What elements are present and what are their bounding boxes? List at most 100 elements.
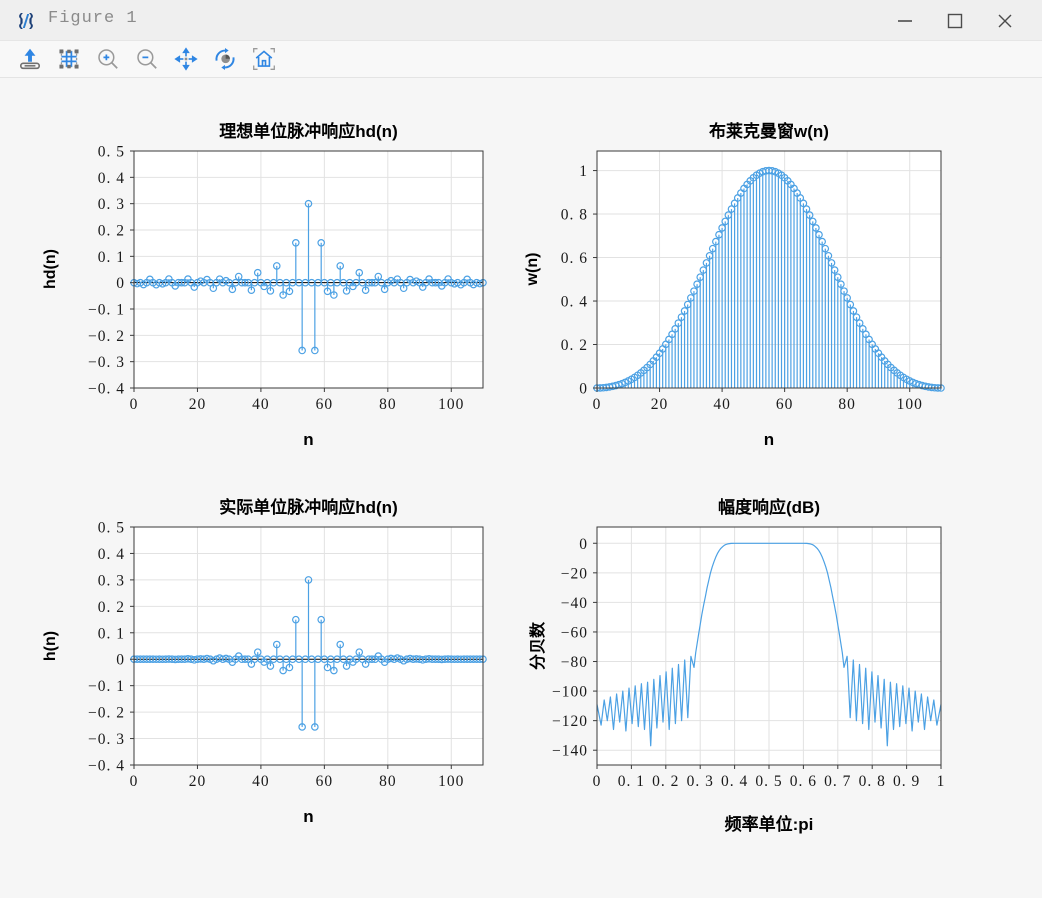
- subplot-ideal-impulse-xlabel: n: [303, 430, 314, 449]
- svg-text:0. 9: 0. 9: [893, 773, 920, 790]
- svg-text:0. 5: 0. 5: [98, 144, 125, 161]
- export-image-icon: [19, 48, 41, 70]
- svg-text:0. 2: 0. 2: [98, 599, 125, 616]
- subplot-actual-impulse-title: 实际单位脉冲响应hd(n): [219, 498, 398, 517]
- svg-text:−140: −140: [552, 743, 588, 760]
- svg-text:40: 40: [252, 396, 270, 413]
- svg-text:−0. 3: −0. 3: [88, 731, 125, 748]
- svg-text:0. 2: 0. 2: [561, 337, 588, 354]
- svg-text:80: 80: [838, 396, 856, 413]
- figure-canvas: 理想单位脉冲响应hd(n) hd(n) 0 20 40 60 80 100 0. 5 0. 4…: [0, 78, 1042, 898]
- title-bar: Figure 1: [0, 0, 1042, 41]
- svg-text:0: 0: [593, 396, 602, 413]
- svg-text:−0. 2: −0. 2: [88, 705, 125, 722]
- subplot-window-title: 布莱克曼窗w(n): [709, 122, 829, 141]
- zoom-in-button[interactable]: [94, 45, 122, 73]
- svg-text:20: 20: [651, 396, 669, 413]
- svg-text:0: 0: [116, 275, 125, 292]
- home-icon: [253, 48, 275, 70]
- configure-subplots-icon: [59, 49, 79, 69]
- svg-text:−0. 2: −0. 2: [88, 328, 125, 345]
- configure-subplots-button[interactable]: [55, 45, 83, 73]
- svg-text:20: 20: [189, 773, 207, 790]
- minimize-icon: [898, 20, 912, 22]
- svg-text:0. 6: 0. 6: [790, 773, 817, 790]
- svg-text:0. 2: 0. 2: [98, 223, 125, 240]
- svg-text:100: 100: [897, 396, 923, 413]
- svg-text:−0. 4: −0. 4: [88, 381, 125, 398]
- subplot-window-xlabel: n: [763, 430, 775, 449]
- svg-text:0. 5: 0. 5: [98, 520, 125, 537]
- svg-text:0. 4: 0. 4: [561, 294, 588, 311]
- rotate-view-button[interactable]: [211, 45, 239, 73]
- home-button[interactable]: [250, 45, 278, 73]
- svg-text:80: 80: [379, 396, 397, 413]
- svg-text:0. 7: 0. 7: [824, 773, 851, 790]
- svg-text:0. 8: 0. 8: [859, 773, 886, 790]
- subplot-actual-impulse-xlabel: n: [303, 807, 314, 826]
- svg-text:1: 1: [579, 163, 588, 180]
- zoom-out-button[interactable]: [133, 45, 161, 73]
- pan-icon: [174, 47, 198, 71]
- svg-text:0: 0: [579, 381, 588, 398]
- svg-text:60: 60: [316, 396, 334, 413]
- svg-text:0. 4: 0. 4: [98, 170, 125, 187]
- svg-text:−0. 1: −0. 1: [88, 302, 125, 319]
- svg-text:60: 60: [776, 396, 794, 413]
- svg-text:−120: −120: [552, 713, 588, 730]
- svg-text:0. 8: 0. 8: [561, 207, 588, 224]
- svg-text:0. 5: 0. 5: [755, 773, 782, 790]
- subplot-ideal-impulse-title: 理想单位脉冲响应hd(n): [219, 122, 398, 141]
- svg-text:0. 3: 0. 3: [98, 196, 125, 213]
- subplot-actual-impulse-ylabel: h(n): [42, 630, 59, 662]
- maximize-button[interactable]: [938, 8, 972, 34]
- svg-text:60: 60: [316, 773, 334, 790]
- svg-text:0: 0: [130, 396, 139, 413]
- svg-text:0. 3: 0. 3: [98, 572, 125, 589]
- svg-text:0. 3: 0. 3: [687, 773, 714, 790]
- svg-text:0. 4: 0. 4: [721, 773, 748, 790]
- svg-text:−0. 1: −0. 1: [88, 678, 125, 695]
- svg-text:−60: −60: [561, 624, 588, 641]
- zoom-out-icon: [137, 49, 157, 69]
- svg-text:1: 1: [937, 773, 946, 790]
- subplot-ideal-impulse-ylabel: hd(n): [42, 249, 59, 289]
- svg-text:80: 80: [379, 773, 397, 790]
- svg-text:−40: −40: [561, 595, 588, 612]
- svg-text:−0. 4: −0. 4: [88, 758, 125, 775]
- svg-text:0: 0: [116, 652, 125, 669]
- svg-text:40: 40: [252, 773, 270, 790]
- minimize-button[interactable]: [888, 8, 922, 34]
- svg-text:0. 1: 0. 1: [98, 625, 125, 642]
- subplot-ideal-impulse-plot: 0 20 40 60 80 100 0. 5 0. 4 0. 3 0. 2 0. 1 0 −0. 1 −0…: [88, 144, 487, 413]
- subplot-magnitude-title: 幅度响应(dB): [718, 498, 820, 517]
- maximize-icon: [947, 13, 963, 29]
- figure-toolbar: [0, 41, 1042, 78]
- subplot-actual-impulse-plot: 0 20 40 60 80 100 0. 5 0. 4 0. 3 0. 2 0. 1 0 −0. 1 −0…: [88, 520, 487, 790]
- svg-text:20: 20: [189, 396, 207, 413]
- svg-text:0. 1: 0. 1: [98, 249, 125, 266]
- svg-text:−20: −20: [561, 565, 588, 582]
- pan-button[interactable]: [172, 45, 200, 73]
- subplot-magnitude-xlabel: 频率单位:pi: [724, 815, 814, 834]
- svg-text:−0. 3: −0. 3: [88, 354, 125, 371]
- svg-text:0. 2: 0. 2: [652, 773, 679, 790]
- close-button[interactable]: [988, 8, 1022, 34]
- subplot-window-plot: 0 20 40 60 80 100 1 0. 8 0. 6 0. 4 0. 2 0: [561, 150, 945, 413]
- close-icon: [998, 14, 1012, 28]
- svg-text:0: 0: [579, 536, 588, 553]
- svg-text:0: 0: [593, 773, 602, 790]
- svg-text:0. 6: 0. 6: [561, 250, 588, 267]
- svg-text:0. 1: 0. 1: [618, 773, 645, 790]
- svg-text:−100: −100: [552, 684, 588, 701]
- svg-text:100: 100: [438, 773, 464, 790]
- svg-text:−80: −80: [561, 654, 588, 671]
- svg-text:40: 40: [713, 396, 731, 413]
- subplot-magnitude-plot: 0 0. 1 0. 2 0. 3 0. 4 0. 5 0. 6 0. 7 0. 8 0. 9 10−…: [552, 526, 946, 790]
- zoom-in-icon: [98, 49, 118, 69]
- svg-text:100: 100: [438, 396, 464, 413]
- export-image-button[interactable]: [16, 45, 44, 73]
- svg-text:0: 0: [130, 773, 139, 790]
- window-title: Figure 1: [48, 9, 138, 28]
- svg-text:0. 4: 0. 4: [98, 546, 125, 563]
